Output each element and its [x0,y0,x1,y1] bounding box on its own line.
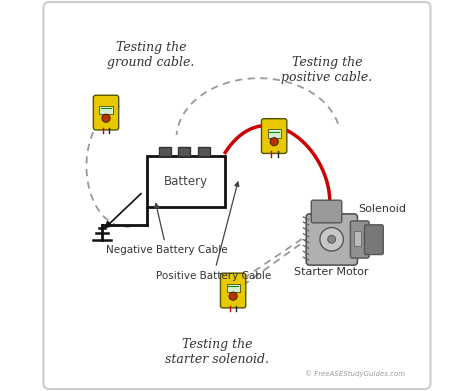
FancyBboxPatch shape [306,214,357,265]
Text: Testing the
positive cable.: Testing the positive cable. [281,56,373,84]
Text: Testing the
starter solenoid.: Testing the starter solenoid. [165,338,269,366]
Circle shape [229,292,237,300]
Circle shape [328,235,336,243]
Text: Negative Battery Cable: Negative Battery Cable [106,203,228,255]
Bar [268,129,281,138]
FancyBboxPatch shape [262,119,287,153]
Circle shape [102,114,110,122]
Bar [198,147,210,156]
Bar [159,147,171,156]
Bar [354,231,361,246]
Text: Positive Battery Cable: Positive Battery Cable [156,182,271,281]
Circle shape [270,138,278,146]
Bar [147,156,225,207]
Text: Battery: Battery [164,175,208,188]
Text: Testing the
ground cable.: Testing the ground cable. [107,41,195,69]
Bar [100,106,113,115]
FancyBboxPatch shape [44,2,430,389]
FancyBboxPatch shape [93,95,118,130]
FancyBboxPatch shape [350,221,369,258]
FancyBboxPatch shape [311,200,342,223]
Text: © FreeASEStudyGuides.com: © FreeASEStudyGuides.com [305,371,405,377]
Text: Solenoid: Solenoid [358,204,406,214]
Bar [178,147,190,156]
Bar [227,284,240,292]
FancyBboxPatch shape [365,225,383,255]
Text: Starter Motor: Starter Motor [294,267,369,277]
FancyBboxPatch shape [220,273,246,308]
Circle shape [320,228,343,251]
